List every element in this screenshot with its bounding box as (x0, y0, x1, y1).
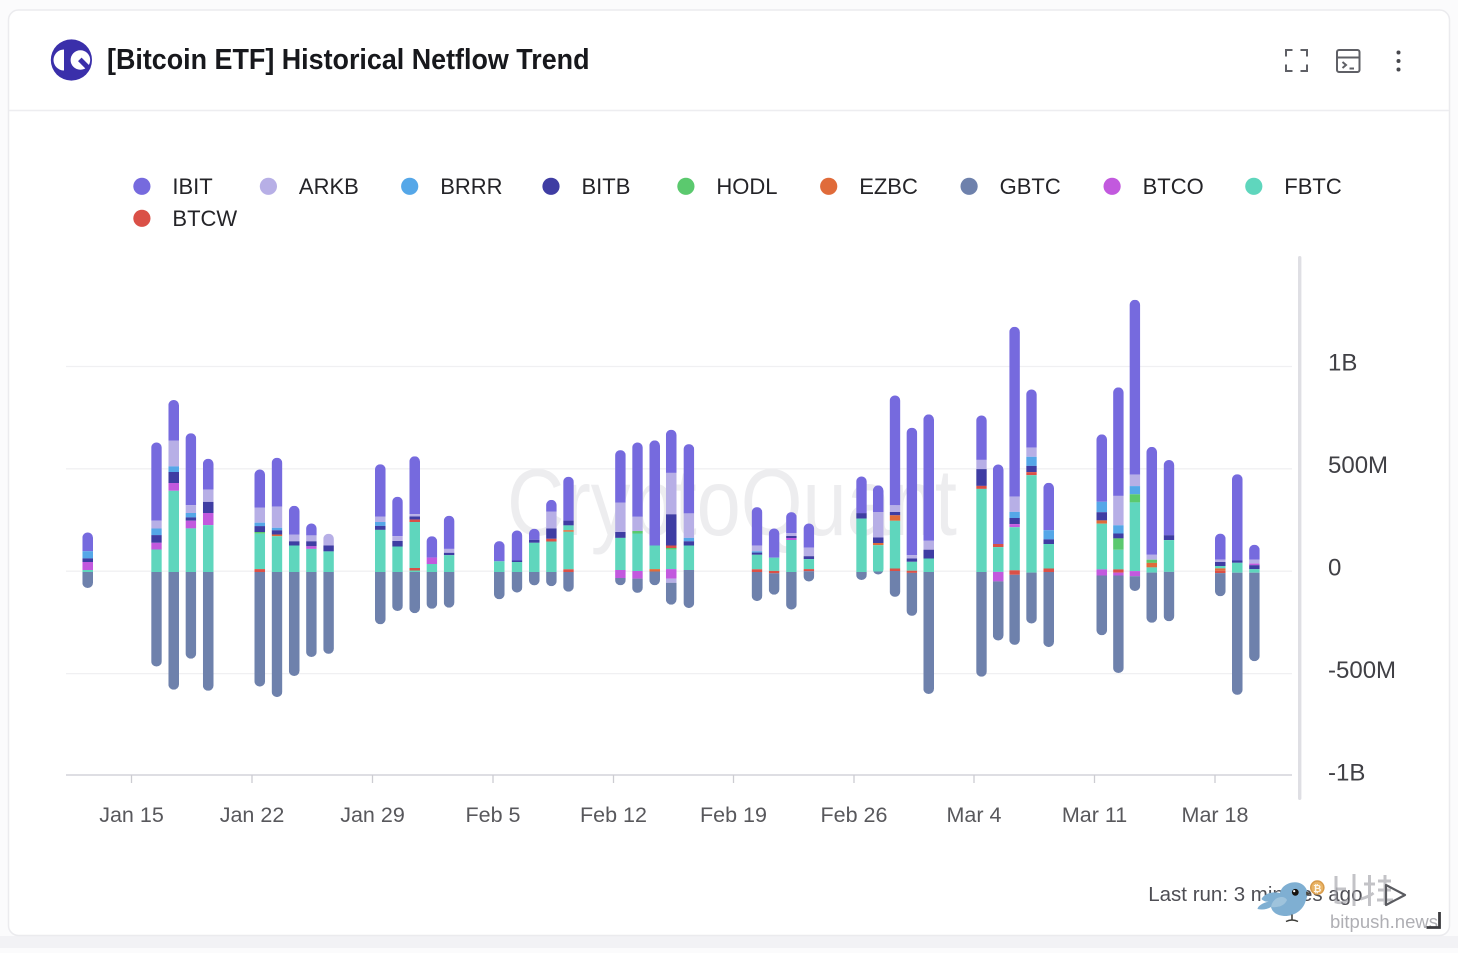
svg-text:[Bitcoin ETF] Historical Netfl: [Bitcoin ETF] Historical Netflow Trend (107, 44, 590, 76)
svg-text:Jan 15: Jan 15 (99, 803, 164, 827)
svg-text:1B: 1B (1328, 350, 1357, 377)
svg-text:0: 0 (1328, 555, 1341, 582)
svg-text:FBTC: FBTC (1284, 174, 1342, 199)
svg-text:-500M: -500M (1328, 657, 1396, 684)
svg-text:ARKB: ARKB (299, 174, 359, 199)
svg-text:-1B: -1B (1328, 760, 1365, 787)
svg-text:BTCW: BTCW (172, 206, 237, 231)
svg-text:Mar 11: Mar 11 (1062, 803, 1127, 827)
svg-text:Feb 12: Feb 12 (580, 803, 647, 827)
svg-text:bitpush.news: bitpush.news (1330, 911, 1438, 932)
svg-text:Mar 4: Mar 4 (947, 803, 1002, 827)
svg-text:CryptoQuant: CryptoQuant (507, 450, 957, 556)
svg-text:Jan 22: Jan 22 (220, 803, 285, 827)
svg-text:BTCO: BTCO (1143, 174, 1204, 199)
svg-text:IBIT: IBIT (172, 174, 212, 199)
svg-text:500M: 500M (1328, 452, 1388, 479)
svg-text:Feb 26: Feb 26 (821, 803, 888, 827)
svg-text:BRRR: BRRR (440, 174, 502, 199)
svg-text:Feb 5: Feb 5 (466, 803, 521, 827)
svg-text:Feb 19: Feb 19 (700, 803, 767, 827)
svg-text:Last run: 3 minutes ago: Last run: 3 minutes ago (1148, 883, 1362, 906)
svg-text:₿: ₿ (1313, 883, 1321, 895)
svg-text:EZBC: EZBC (859, 174, 918, 199)
svg-text:Jan 29: Jan 29 (340, 803, 405, 827)
svg-text:GBTC: GBTC (1000, 174, 1061, 199)
svg-text:BITB: BITB (582, 174, 631, 199)
svg-text:Mar 18: Mar 18 (1182, 803, 1249, 827)
svg-text:HODL: HODL (716, 174, 777, 199)
